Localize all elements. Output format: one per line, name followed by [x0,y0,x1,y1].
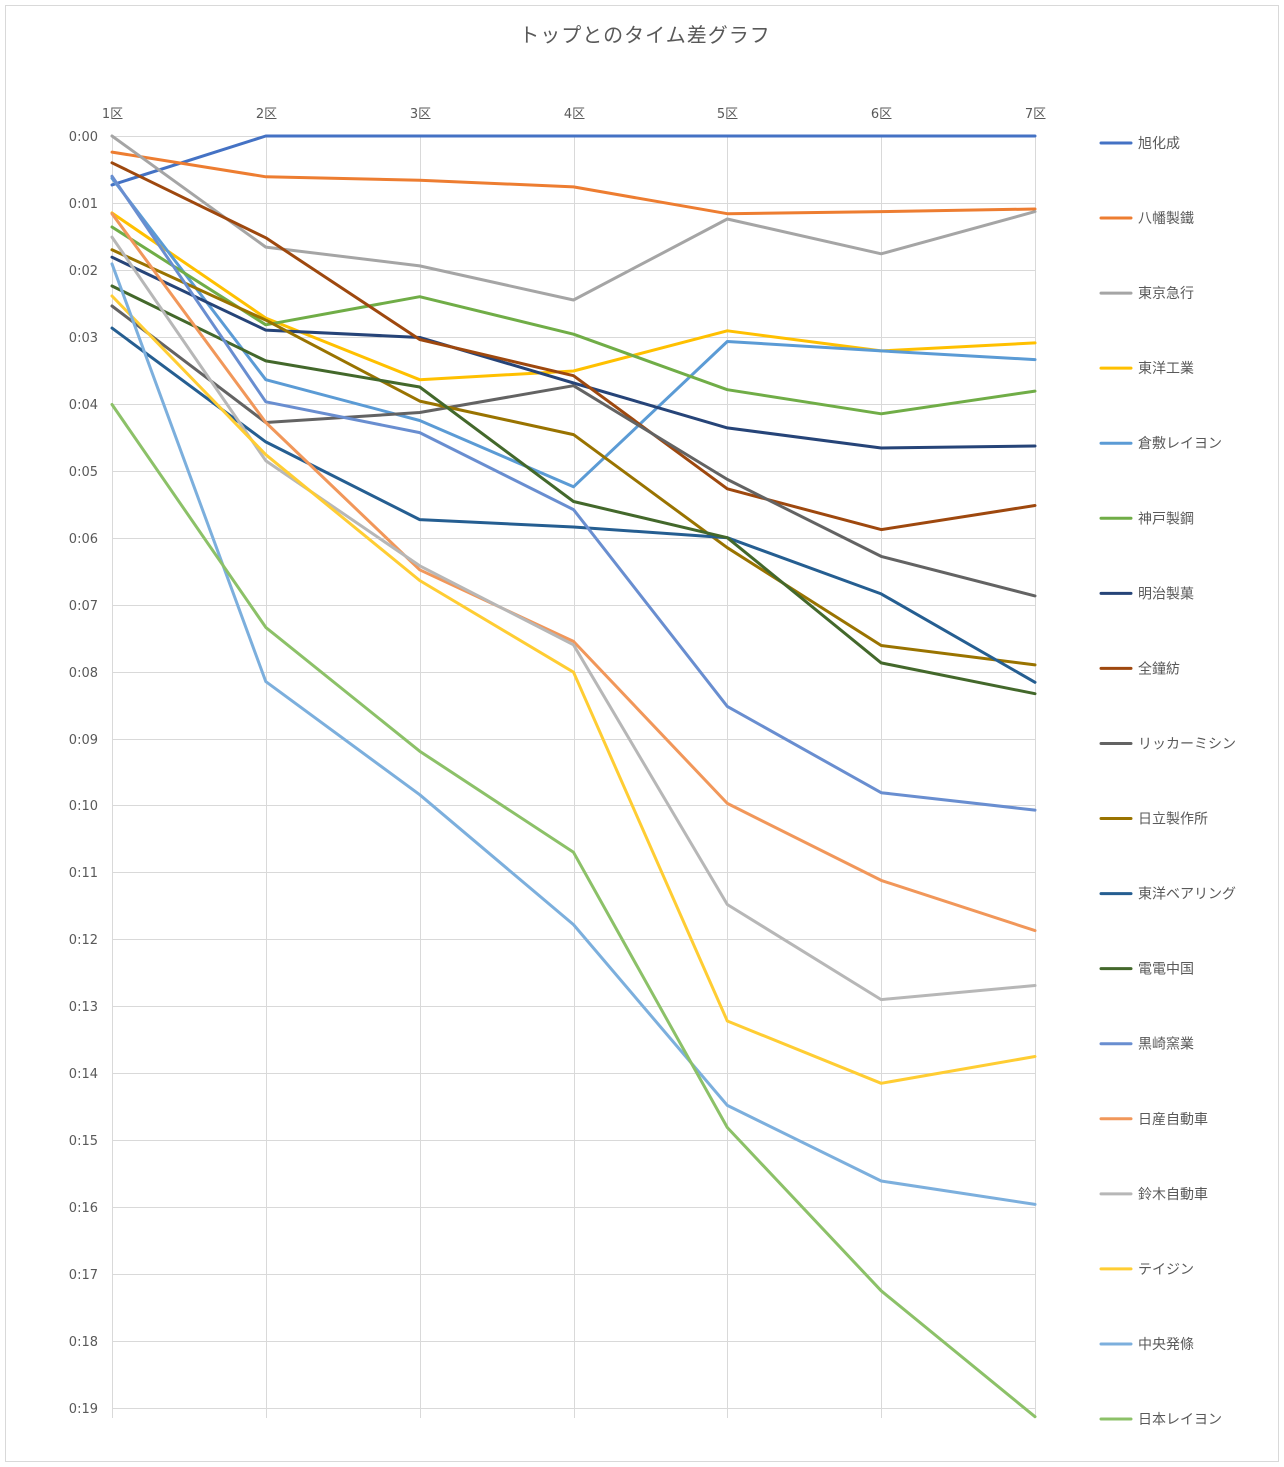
legend-label: 日立製作所 [1138,812,1208,828]
y-tick-label: 0:02 [69,264,98,279]
x-tick-label: 1区 [102,107,123,122]
y-tick-label: 0:19 [69,1402,98,1417]
y-tick-label: 0:09 [69,733,98,748]
legend-label: 東洋ベアリング [1138,887,1236,903]
y-tick-label: 0:05 [69,465,98,480]
legend-label: 明治製菓 [1138,586,1194,602]
legend-item: 日産自動車 [1099,1111,1208,1128]
x-tick-label: 6区 [871,107,892,122]
legend-item: 日立製作所 [1099,812,1208,828]
legend-label: 鈴木自動車 [1138,1186,1208,1203]
legend-label: 倉敷レイヨン [1138,436,1222,452]
legend-item: 八幡製鐵 [1099,210,1194,227]
y-tick-label: 0:06 [69,532,98,547]
series-line-2 [110,150,1037,216]
gridlines [112,136,1036,1418]
legend-label: 電電中国 [1138,962,1194,978]
y-tick-label: 0:13 [69,1000,98,1015]
y-tick-label: 0:16 [69,1201,98,1216]
chart-title: トップとのタイム差グラフ [519,23,770,47]
legend-item: リッカーミシン [1099,736,1236,752]
x-tick-label: 2区 [256,107,277,122]
series-line-14 [110,212,1037,933]
series-line-12 [110,284,1037,696]
x-tick-label: 7区 [1025,107,1046,122]
legend-item: 電電中国 [1099,962,1194,978]
legend-item: 倉敷レイヨン [1099,436,1222,452]
legend-item: 東京急行 [1099,286,1194,302]
legend-label: テイジン [1138,1262,1194,1278]
x-axis: 1区 2区 3区 4区 5区 6区 7区 [102,107,1046,122]
legend-label: 神戸製鋼 [1138,511,1194,527]
legend-label: 東京急行 [1138,286,1194,302]
y-tick-label: 0:10 [69,799,98,814]
legend-item: 東洋工業 [1099,361,1194,377]
y-axis: 0:00 0:01 0:02 0:03 0:04 0:05 0:06 0:07 0:08 0:09… [69,130,98,1417]
y-tick-label: 0:03 [69,331,98,346]
y-tick-label: 0:18 [69,1335,98,1350]
x-tick-label: 4区 [564,107,585,122]
y-tick-label: 0:15 [69,1134,98,1149]
series-line-3 [110,134,1037,302]
legend-item: 全鐘紡 [1099,660,1180,677]
y-tick-label: 0:00 [69,130,98,145]
legend-item: 鈴木自動車 [1099,1186,1208,1203]
series-line-5 [110,176,1037,489]
series-line-10 [110,248,1037,667]
legend-label: 全鐘紡 [1138,660,1180,677]
legend-label: 八幡製鐵 [1138,210,1194,227]
x-tick-label: 5区 [717,107,738,122]
y-tick-label: 0:14 [69,1067,98,1082]
y-tick-label: 0:12 [69,933,98,948]
legend-item: 東洋ベアリング [1099,887,1236,903]
series-line-1 [110,134,1037,187]
legend-label: 黒崎窯業 [1138,1036,1194,1053]
y-tick-label: 0:04 [69,398,98,413]
y-tick-label: 0:01 [69,197,98,212]
legend: 旭化成八幡製鐵東京急行東洋工業倉敷レイヨン神戸製鋼明治製菓全鐘紡リッカーミシン日… [1099,136,1236,1428]
plot-area [110,134,1037,1419]
legend-label: 日本レイヨン [1138,1412,1222,1428]
y-tick-label: 0:17 [69,1268,98,1283]
series-line-7 [110,255,1037,450]
legend-label: 中央発條 [1138,1337,1194,1353]
legend-label: 旭化成 [1138,136,1180,152]
chart-border [5,5,1279,1462]
legend-label: 日産自動車 [1138,1111,1208,1128]
series-line-11 [110,326,1037,684]
series-line-15 [110,235,1037,1002]
legend-item: 明治製菓 [1099,586,1194,602]
legend-item: テイジン [1099,1262,1194,1278]
series-line-6 [110,225,1037,416]
y-tick-label: 0:07 [69,599,98,614]
x-tick-label: 3区 [410,107,431,122]
series-line-18 [110,403,1037,1419]
series-line-17 [110,262,1037,1206]
legend-item: 中央発條 [1099,1337,1194,1353]
legend-item: 黒崎窯業 [1099,1036,1194,1053]
series-line-8 [110,161,1037,532]
legend-item: 日本レイヨン [1099,1412,1222,1428]
legend-label: リッカーミシン [1138,736,1236,752]
series-line-16 [110,294,1037,1085]
legend-item: 旭化成 [1099,136,1180,152]
y-tick-label: 0:08 [69,666,98,681]
y-tick-label: 0:11 [69,866,98,881]
legend-item: 神戸製鋼 [1099,511,1194,527]
legend-label: 東洋工業 [1138,361,1194,377]
series-line-13 [110,174,1037,812]
